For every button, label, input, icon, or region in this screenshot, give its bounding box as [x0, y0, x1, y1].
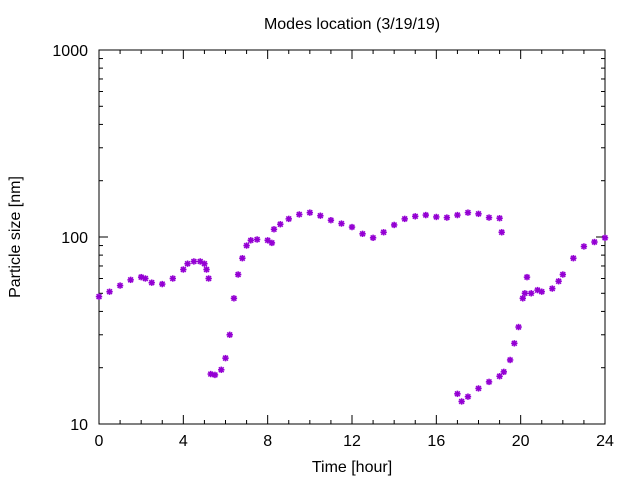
- data-point: [485, 214, 493, 221]
- data-point: [485, 378, 493, 386]
- data-point: [390, 221, 398, 229]
- data-point: [327, 216, 335, 224]
- data-point: [277, 221, 284, 228]
- data-point: [306, 209, 314, 216]
- data-point: [454, 211, 461, 219]
- data-point: [169, 275, 176, 282]
- data-point: [464, 393, 472, 400]
- data-point: [591, 238, 598, 246]
- data-point: [523, 273, 531, 281]
- data-point: [412, 213, 419, 220]
- x-tick-label: 8: [263, 433, 272, 450]
- data-point: [116, 282, 124, 289]
- data-point: [222, 354, 229, 362]
- x-tick-label: 20: [512, 433, 530, 450]
- data-point: [239, 255, 246, 262]
- data-point: [106, 288, 113, 295]
- data-point: [159, 280, 166, 288]
- data-point: [317, 212, 324, 219]
- data-point: [95, 293, 103, 300]
- data-point: [201, 260, 208, 267]
- y-axis-label: Particle size [nm]: [7, 176, 24, 298]
- data-point: [511, 340, 518, 347]
- data-point: [211, 371, 219, 379]
- data-point: [338, 220, 345, 227]
- x-tick-label: 24: [596, 433, 614, 450]
- data-point: [519, 295, 526, 302]
- data-point: [270, 226, 278, 233]
- data-point: [549, 285, 556, 292]
- data-point: [422, 211, 429, 219]
- chart-title: Modes location (3/19/19): [264, 16, 440, 33]
- data-point: [127, 276, 134, 284]
- data-point: [401, 215, 408, 223]
- x-axis-label: Time [hour]: [312, 459, 392, 476]
- data-point: [433, 213, 440, 221]
- x-tick-label: 0: [95, 433, 104, 450]
- data-point: [296, 211, 303, 218]
- y-tick-label: 100: [61, 230, 88, 247]
- data-point: [253, 236, 261, 243]
- data-point: [601, 234, 609, 242]
- data-point: [559, 271, 567, 278]
- data-point: [496, 373, 503, 380]
- data-point: [234, 271, 242, 278]
- data-point: [348, 223, 356, 231]
- data-point: [230, 295, 238, 302]
- data-point: [184, 260, 191, 267]
- data-point: [528, 290, 535, 297]
- data-point: [226, 331, 233, 338]
- data-point: [475, 385, 482, 392]
- data-point: [359, 230, 366, 238]
- axis-ticks: [98, 49, 606, 425]
- data-point: [148, 279, 155, 286]
- y-tick-label: 10: [70, 417, 88, 434]
- x-tick-label: 16: [427, 433, 445, 450]
- data-point: [203, 266, 210, 273]
- data-point: [285, 215, 292, 223]
- data-point: [180, 266, 187, 273]
- data-point: [454, 390, 461, 398]
- data-point: [205, 275, 212, 282]
- data-point: [247, 237, 254, 244]
- tick-labels: 0 4 8 12 16 20 24 10 100 1000: [52, 43, 614, 450]
- data-point: [464, 209, 472, 216]
- x-tick-label: 4: [179, 433, 188, 450]
- data-point: [443, 214, 451, 221]
- data-point: [570, 255, 577, 262]
- data-point: [268, 239, 276, 247]
- data-point: [243, 242, 250, 249]
- data-points: [95, 209, 609, 405]
- data-point: [496, 215, 503, 222]
- data-point: [500, 368, 507, 376]
- data-point: [142, 275, 149, 282]
- x-tick-label: 12: [343, 433, 361, 450]
- plot-frame: [98, 49, 606, 425]
- data-point: [580, 243, 588, 250]
- data-point: [538, 288, 545, 295]
- data-point: [458, 398, 465, 405]
- data-point: [475, 210, 482, 218]
- data-point: [369, 234, 377, 242]
- data-point: [380, 229, 387, 236]
- data-point: [515, 323, 522, 331]
- data-point: [506, 356, 514, 364]
- data-point: [498, 229, 505, 236]
- data-point: [218, 366, 225, 373]
- data-point: [521, 290, 529, 297]
- data-point: [190, 258, 198, 265]
- data-point: [555, 278, 562, 285]
- y-tick-label: 1000: [52, 43, 88, 60]
